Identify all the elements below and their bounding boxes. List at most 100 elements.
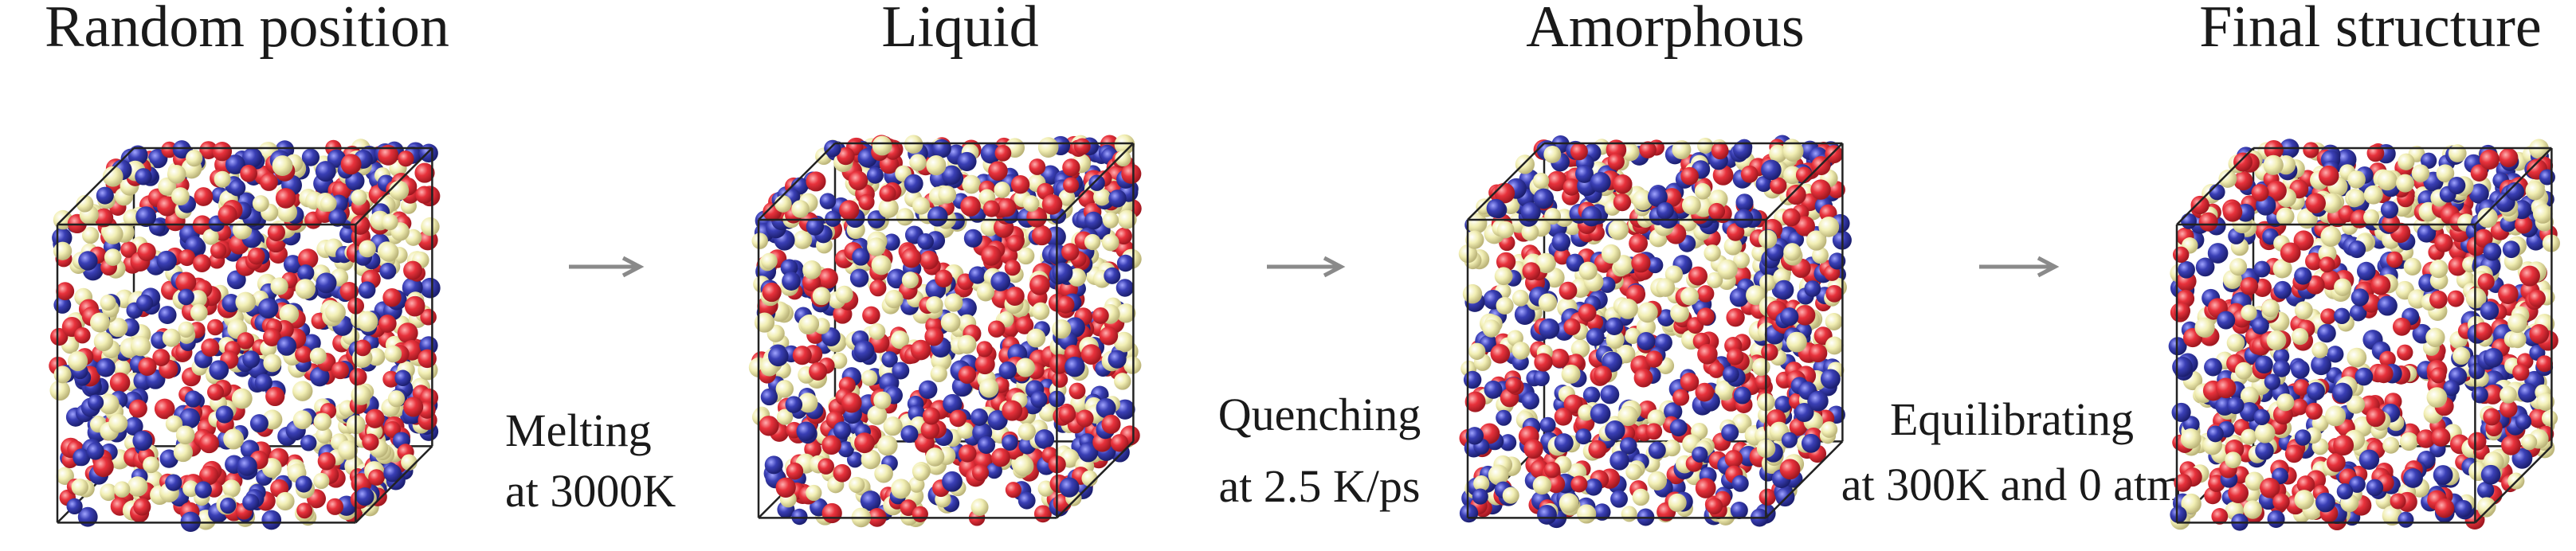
atom	[1459, 503, 1479, 523]
atom	[1117, 209, 1137, 229]
atom	[313, 472, 330, 490]
atom	[1068, 382, 1086, 400]
atom	[2194, 317, 2215, 338]
atom	[309, 347, 327, 365]
atom	[418, 349, 437, 369]
atom	[113, 359, 131, 377]
atom	[1717, 259, 1738, 280]
atom	[1037, 137, 1059, 158]
atom	[315, 161, 336, 182]
atom	[997, 197, 1017, 217]
atom	[355, 487, 374, 506]
atom	[1613, 193, 1632, 212]
atom	[2325, 405, 2347, 427]
atom	[1637, 302, 1658, 323]
atom	[128, 399, 147, 418]
atom	[1472, 488, 1488, 505]
atom	[133, 498, 151, 516]
atom	[971, 464, 990, 482]
atom	[2321, 193, 2342, 213]
atom	[1063, 177, 1080, 193]
atom	[1057, 295, 1075, 314]
atom	[1620, 437, 1637, 455]
atom	[1052, 262, 1073, 283]
atom	[821, 502, 842, 524]
atom	[398, 150, 414, 167]
atom	[2448, 256, 2468, 276]
atom	[782, 272, 801, 291]
atom	[2411, 164, 2430, 182]
atom	[2536, 355, 2554, 373]
atom	[1076, 409, 1094, 428]
atom	[878, 197, 899, 218]
atom	[2363, 185, 2383, 205]
atom	[1108, 350, 1127, 369]
atom	[2327, 453, 2346, 472]
atom	[873, 391, 892, 409]
atom	[2399, 432, 2418, 451]
atom	[2332, 382, 2353, 404]
atom	[1809, 343, 1828, 363]
atom	[175, 272, 197, 293]
atom	[2195, 257, 2215, 277]
atom	[215, 405, 233, 424]
atom	[920, 420, 940, 440]
atom	[2253, 408, 2270, 426]
atom	[403, 260, 423, 280]
atom	[1052, 371, 1068, 388]
atom	[1734, 209, 1754, 229]
atom	[981, 245, 1002, 266]
atom	[1038, 403, 1057, 422]
atom	[804, 440, 821, 459]
atom	[751, 233, 768, 249]
atom	[127, 476, 148, 497]
atom	[358, 281, 376, 299]
atom	[2366, 479, 2384, 497]
atom	[926, 155, 947, 176]
atom	[102, 224, 124, 244]
atom	[1825, 312, 1843, 331]
atom	[1084, 233, 1101, 251]
atom	[2528, 289, 2546, 307]
atom	[2429, 259, 2449, 279]
atom	[1562, 178, 1581, 196]
atom	[2347, 170, 2366, 189]
atom	[1490, 344, 1511, 364]
atom	[1570, 339, 1590, 358]
atom	[912, 464, 930, 482]
atom	[404, 295, 425, 317]
atom	[78, 251, 98, 271]
atom	[1034, 429, 1055, 449]
atom	[1735, 193, 1754, 212]
atom	[120, 241, 137, 258]
atom	[874, 463, 893, 483]
cube-edge	[758, 143, 836, 221]
atom	[2217, 311, 2236, 330]
atom	[883, 416, 903, 436]
atom	[1789, 417, 1808, 436]
atom	[1639, 141, 1657, 158]
atom	[1575, 164, 1594, 183]
atom	[942, 165, 962, 186]
atom	[2471, 386, 2488, 404]
cube-edge	[355, 445, 433, 524]
atom	[387, 390, 406, 408]
atom	[1563, 394, 1583, 414]
atom	[930, 365, 947, 383]
atom	[1647, 186, 1668, 207]
atom	[1708, 202, 1726, 220]
cube-edge	[57, 147, 135, 225]
atom	[74, 326, 91, 344]
atom	[2266, 181, 2287, 201]
atom	[2190, 195, 2209, 215]
atom	[1656, 201, 1674, 220]
atom	[931, 139, 951, 158]
atom-cube	[2168, 139, 2560, 531]
atom	[2172, 246, 2190, 264]
atom	[1499, 434, 1517, 451]
atom	[1631, 253, 1651, 273]
cube-edge	[2474, 147, 2553, 225]
atom	[382, 288, 402, 307]
atom	[1680, 373, 1700, 392]
atom	[2483, 408, 2501, 426]
